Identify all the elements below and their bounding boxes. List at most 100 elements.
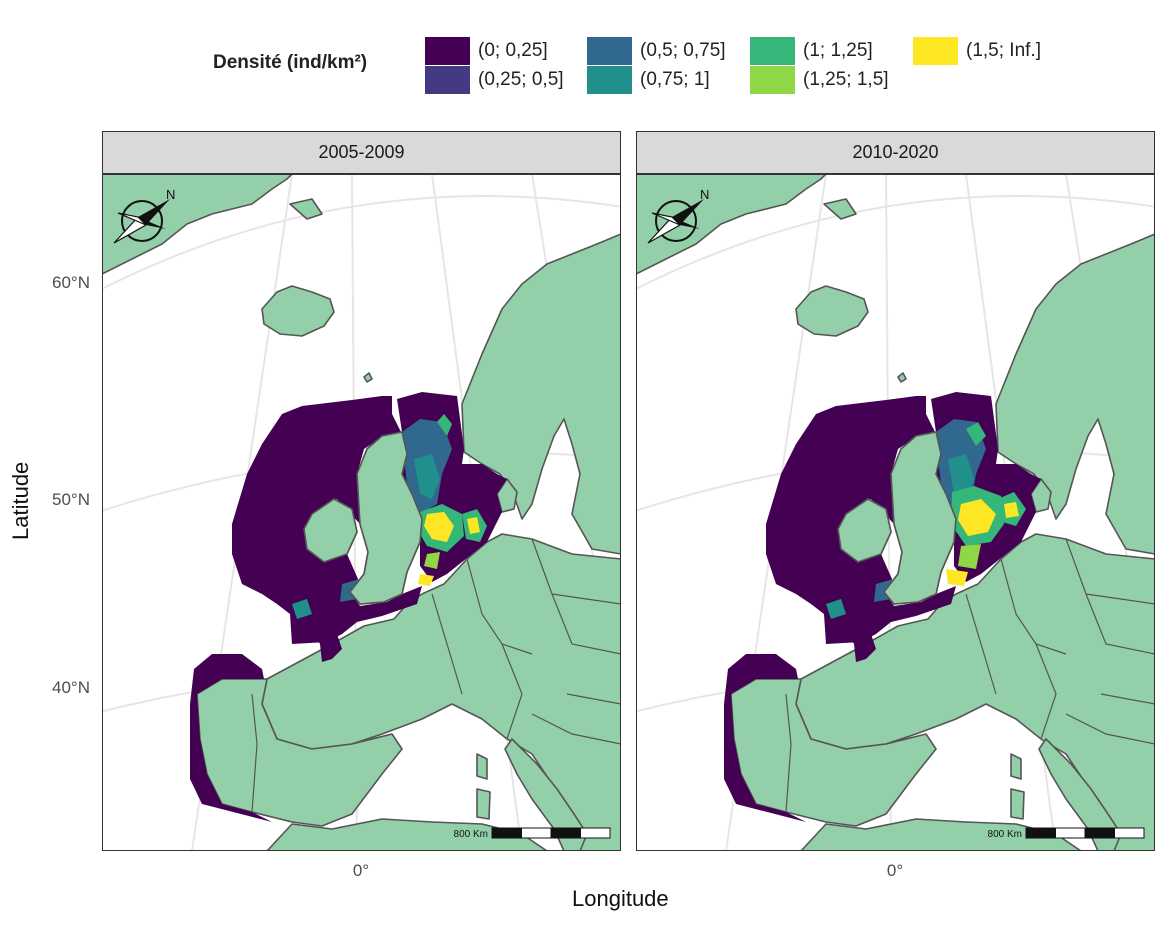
sardinia [476, 788, 491, 820]
greenland [636, 174, 827, 275]
density-low-biscay [836, 614, 876, 662]
scale-segment [492, 828, 507, 833]
density-mid-north-sea [948, 454, 974, 499]
density-hotspot [966, 422, 986, 446]
x-tick-0-right: 0° [886, 861, 904, 880]
y-tick-40n: 40°N [52, 678, 90, 697]
legend-swatch-0 [425, 37, 470, 65]
map-area: N 800 Km [102, 174, 621, 851]
north-arrow-head [138, 199, 170, 225]
legend-title: Densité (ind/km²) [213, 52, 368, 73]
ireland-overlay [303, 498, 358, 563]
graticule-line [636, 195, 1155, 291]
legend-label-5: (1,25; 1,5] [803, 69, 889, 90]
italy [504, 738, 588, 851]
corsica [1010, 753, 1022, 780]
legend-swatch-3 [587, 66, 632, 94]
border-line [566, 693, 621, 705]
legend-label-4: (1; 1,25] [803, 40, 873, 61]
border-line [431, 593, 463, 695]
north-arrow: N [113, 187, 175, 244]
legend-label-2: (0,5; 0,75] [640, 40, 726, 61]
border-line [1035, 643, 1057, 740]
scale-segment [580, 827, 611, 839]
density-low-atlantic [232, 396, 422, 644]
legend-label-1: (0,25; 0,5] [478, 69, 564, 90]
scale-segment [1084, 827, 1115, 839]
greenland [102, 174, 293, 275]
north-arrow-wing [672, 217, 700, 229]
x-axis-title: Longitude [572, 886, 669, 911]
country-borders [251, 538, 621, 813]
legend-item-6: (1,5; Inf.] [913, 36, 1041, 66]
border-line [965, 593, 997, 695]
north-africa [266, 818, 548, 851]
ireland-overlay [837, 498, 892, 563]
density-mid-north-sea [414, 454, 440, 499]
scale-bar: 800 Km [454, 827, 611, 840]
legend-item-3: (0,75; 1] [587, 65, 710, 95]
scale-segment [550, 827, 581, 839]
density-low-iberia [190, 654, 272, 822]
y-tick-60n: 60°N [52, 273, 90, 292]
scale-label: 800 Km [988, 829, 1022, 840]
sardinia [1010, 788, 1025, 820]
map-svg: N 800 Km [102, 174, 621, 851]
border-line [531, 538, 621, 655]
north-label: N [700, 187, 709, 202]
iceland [261, 285, 335, 337]
land-island [823, 198, 857, 220]
land-layer [102, 174, 621, 851]
density-hotspot [958, 544, 981, 569]
italy [1038, 738, 1122, 851]
corsica [476, 753, 488, 780]
panel-2005-2009: 2005-2009 N 800 Km [102, 131, 621, 851]
legend-label-0: (0; 0,25] [478, 40, 548, 61]
x-tick-0-left: 0° [352, 861, 370, 880]
country-borders [785, 538, 1155, 813]
legend-item-0: (0; 0,25] [425, 36, 548, 66]
border-line [1065, 713, 1155, 745]
border-line [551, 593, 621, 605]
graticule-line [102, 195, 621, 291]
iceland [795, 285, 869, 337]
density-low-iberia [724, 654, 806, 822]
legend-swatch-1 [425, 66, 470, 94]
great-britain-overlay [882, 431, 957, 605]
density-hotspot [1004, 502, 1019, 518]
density-low-biscay [302, 614, 342, 662]
legend-swatch-4 [750, 37, 795, 65]
border-line [531, 713, 621, 745]
density-hotspot [437, 414, 452, 436]
border-line [251, 693, 258, 813]
great-britain-overlay [348, 431, 423, 605]
panel-border [636, 174, 1155, 851]
north-label: N [166, 187, 175, 202]
north-arrow-head [672, 199, 704, 225]
panel-strip: 2005-2009 [102, 131, 621, 174]
border-line [1065, 538, 1155, 655]
legend-item-4: (1; 1,25] [750, 36, 873, 66]
scale-bar: 800 Km [988, 827, 1145, 840]
legend-swatch-2 [587, 37, 632, 65]
legend-item-5: (1,25; 1,5] [750, 65, 889, 95]
scale-segment [1026, 828, 1041, 833]
north-africa [800, 818, 1082, 851]
density-hotspot [958, 499, 996, 536]
border-line [1100, 693, 1155, 705]
scale-segment [521, 827, 552, 839]
border-line [1085, 593, 1155, 605]
north-arrow-ring [121, 200, 163, 242]
border-line [466, 558, 533, 655]
legend-item-2: (0,5; 0,75] [587, 36, 726, 66]
border-line [501, 643, 523, 740]
density-mid-celtic-sea [292, 599, 312, 619]
faroe-islands [897, 372, 907, 383]
north-arrow-ring [655, 200, 697, 242]
map-area: N 800 Km [636, 174, 1155, 851]
density-hotspot [418, 574, 434, 586]
scale-segment [1114, 827, 1145, 839]
legend-label-6: (1,5; Inf.] [966, 40, 1041, 61]
land-island [289, 198, 323, 220]
faroe-islands [363, 372, 373, 383]
